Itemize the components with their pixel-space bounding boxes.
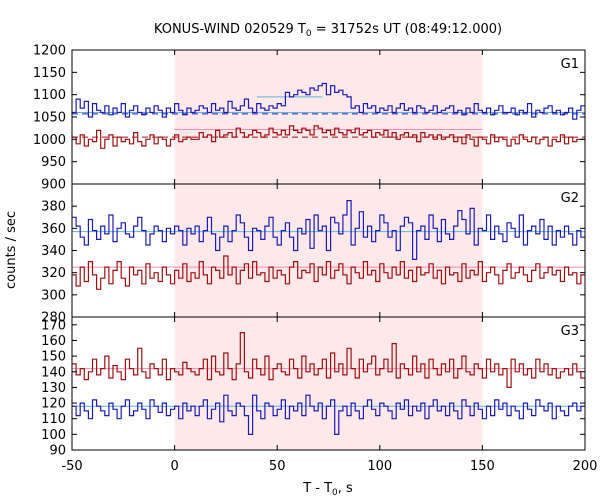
panel-G3-series-line (72, 332, 585, 388)
panel-G1-series-line (72, 125, 585, 149)
y-tick-label: 160 (41, 334, 66, 349)
panel-label: G3 (561, 324, 579, 339)
panel-G1-series-line (72, 82, 585, 120)
y-tick-label: 1050 (33, 111, 66, 126)
x-tick-label: 150 (470, 459, 495, 474)
y-tick-label: 950 (41, 155, 66, 170)
y-tick-label: 1200 (33, 44, 66, 59)
panel-label: G2 (561, 191, 579, 206)
y-tick-label: 320 (41, 266, 66, 281)
x-axis-label: T - T0, s (302, 481, 353, 498)
y-tick-label: 360 (41, 222, 66, 237)
y-tick-label: 280 (41, 311, 66, 326)
x-tick-label: 50 (269, 459, 286, 474)
y-tick-label: 300 (41, 288, 66, 303)
series-layer (72, 82, 585, 435)
y-tick-label: 140 (41, 365, 66, 380)
y-tick-label: 100 (41, 428, 66, 443)
axes-layer: 90095010001050110011501200G1280300320340… (33, 44, 598, 475)
y-tick-label: 170 (41, 318, 66, 333)
y-tick-label: 150 (41, 350, 66, 365)
x-tick-label: 200 (573, 459, 598, 474)
panel-G3-frame (71, 316, 586, 451)
y-tick-label: 340 (41, 244, 66, 259)
y-axis-label: counts / sec (4, 211, 19, 289)
chart-title: KONUS-WIND 020529 T0 = 31752s UT (08:49:… (154, 22, 502, 39)
y-tick-label: 90 (49, 444, 66, 459)
y-tick-label: 900 (41, 178, 66, 193)
y-tick-label: 1150 (33, 66, 66, 81)
y-tick-label: 120 (41, 397, 66, 412)
panel-G2-series-line (72, 200, 585, 260)
y-tick-label: 1000 (33, 133, 66, 148)
x-tick-label: 0 (170, 459, 178, 474)
panel-label: G1 (561, 57, 579, 72)
x-tick-label: -50 (61, 459, 82, 474)
panel-G2-series-line (72, 255, 585, 290)
y-tick-label: 130 (41, 381, 66, 396)
x-tick-label: 100 (367, 459, 392, 474)
y-tick-label: 1100 (33, 88, 66, 103)
panel-G3-series-line (72, 394, 585, 435)
y-tick-label: 110 (41, 412, 66, 427)
y-tick-label: 380 (41, 200, 66, 215)
